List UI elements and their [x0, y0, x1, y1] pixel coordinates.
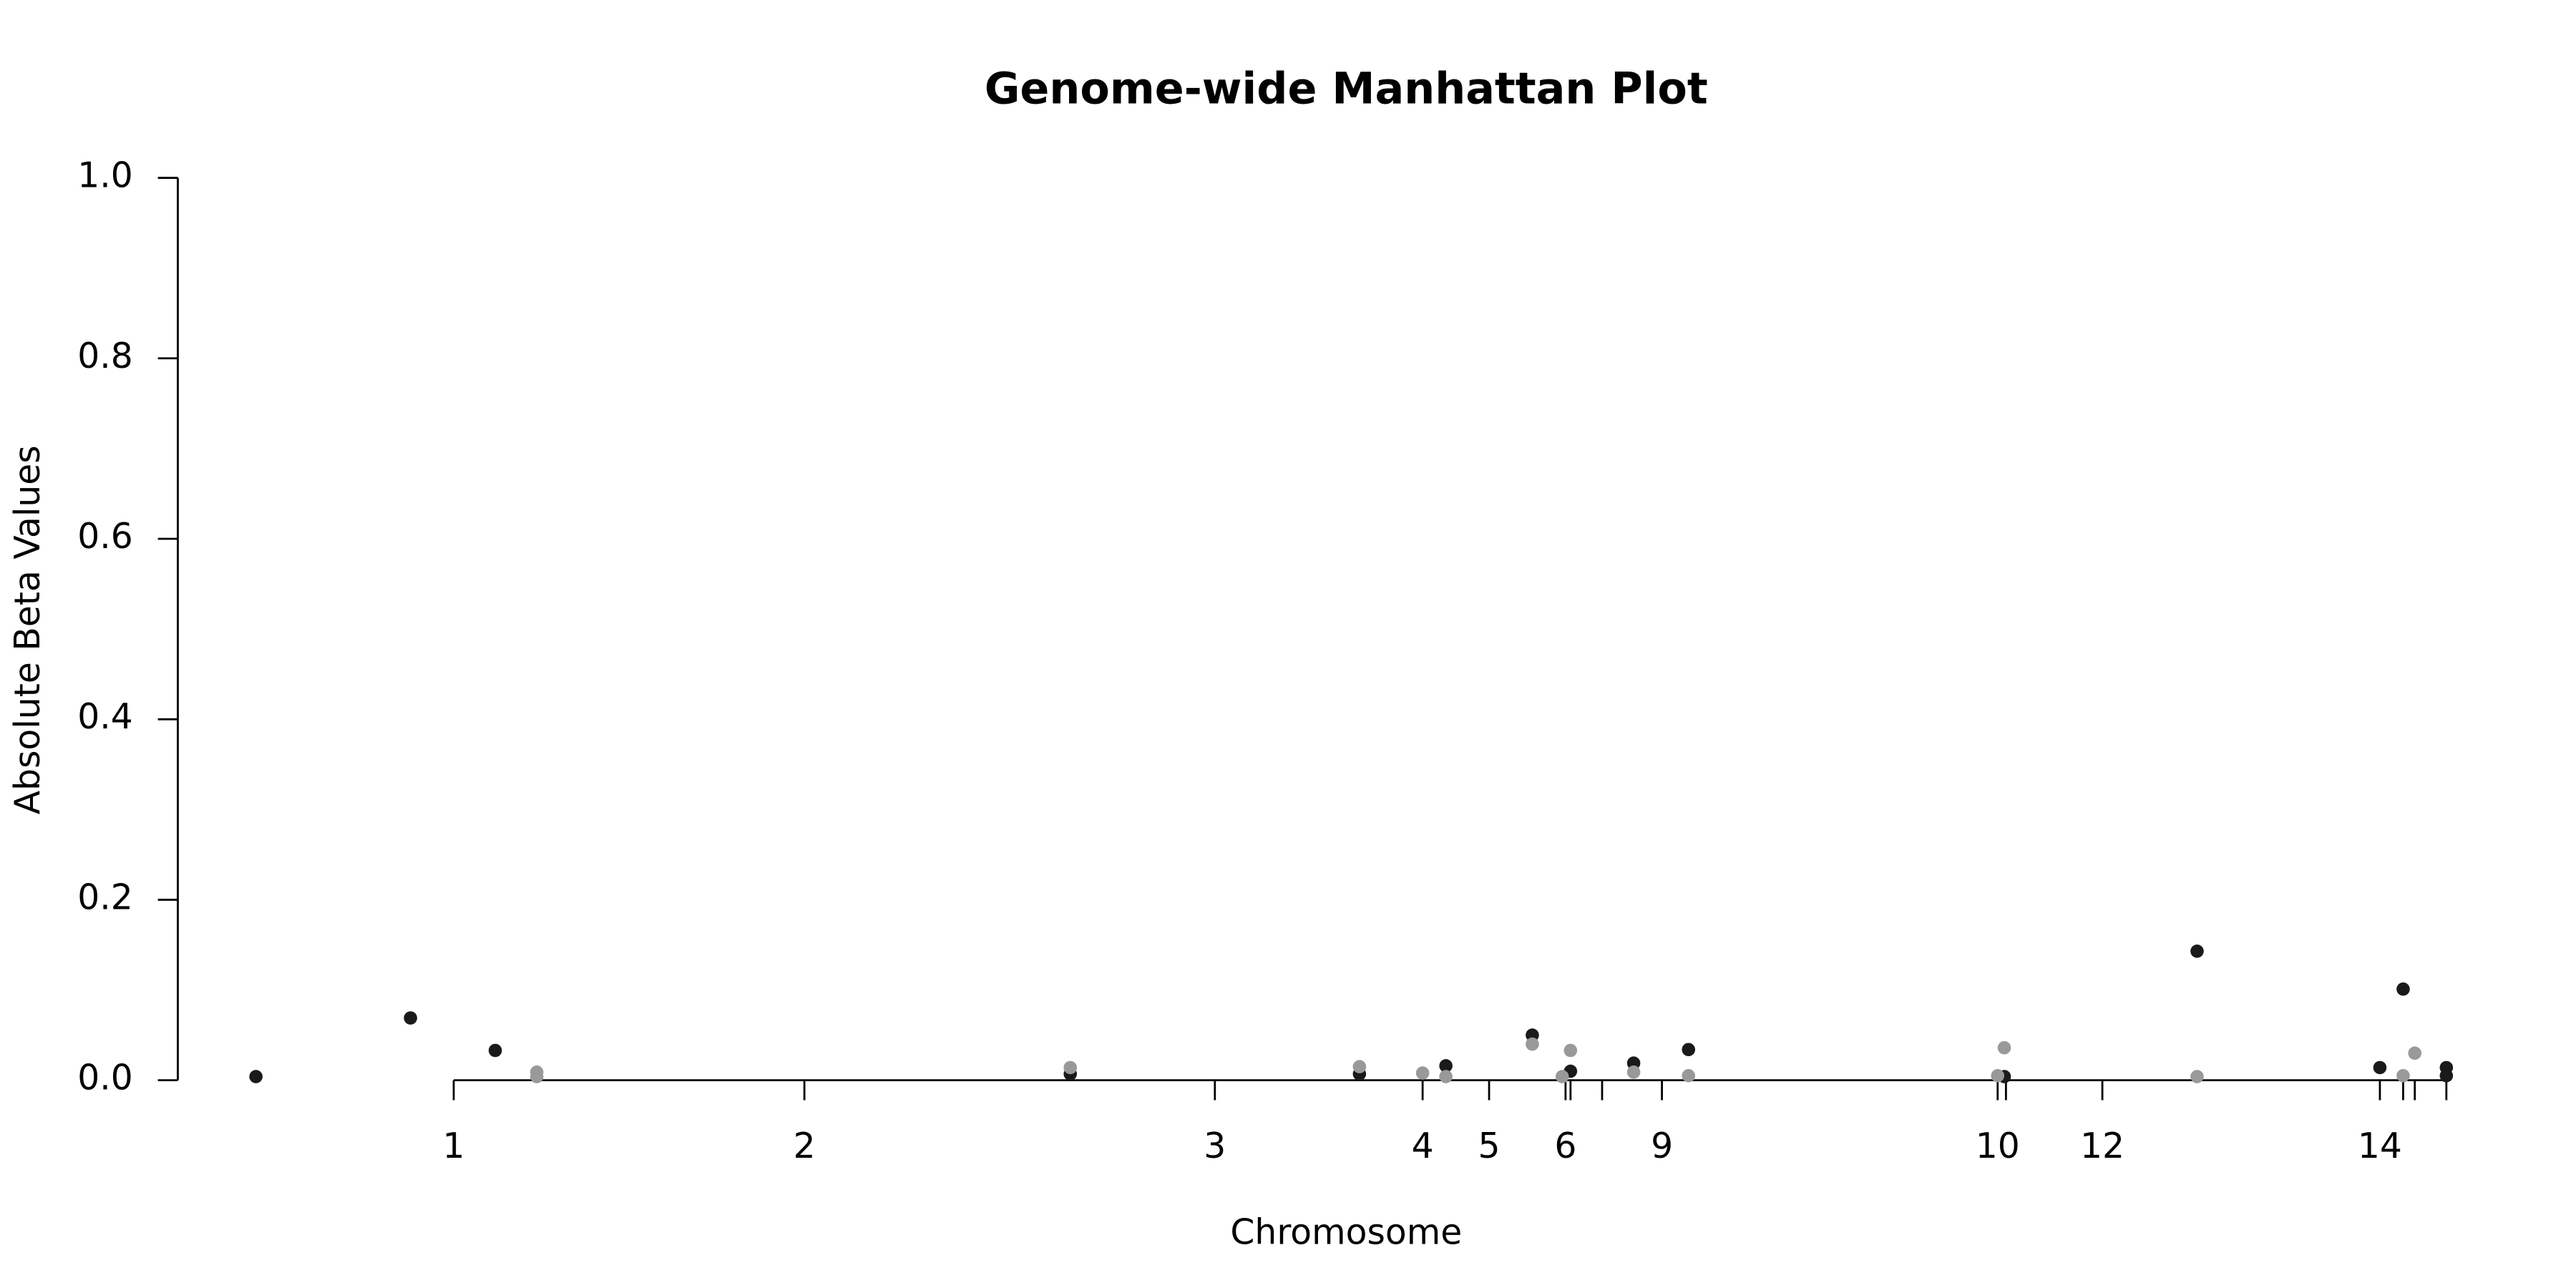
point [2373, 1060, 2387, 1075]
y-axis-label: Absolute Beta Values [7, 445, 48, 814]
x-tick-label: 5 [1478, 1126, 1501, 1166]
y-tick-label: 0.0 [77, 1058, 133, 1098]
x-tick-label: 3 [1204, 1126, 1226, 1166]
point [1991, 1069, 2005, 1083]
point [1682, 1043, 1696, 1057]
y-tick-label: 0.8 [77, 336, 133, 376]
x-tick-label: 14 [2358, 1126, 2402, 1166]
point [1555, 1070, 1569, 1083]
point [2408, 1046, 2421, 1060]
x-tick-label: 6 [1554, 1126, 1576, 1166]
point [2190, 1070, 2204, 1083]
y-tick-label: 0.2 [77, 877, 133, 917]
y-tick-label: 1.0 [77, 155, 133, 196]
point [1626, 1065, 1641, 1079]
point [1415, 1066, 1430, 1080]
x-tick-label: 4 [1412, 1126, 1434, 1166]
point [2396, 1069, 2410, 1083]
point [1997, 1040, 2011, 1055]
chart-title: Genome-wide Manhattan Plot [985, 64, 1708, 114]
point [2439, 1069, 2454, 1083]
point [2190, 945, 2204, 958]
x-tick-label: 12 [2080, 1126, 2124, 1166]
x-tick-label: 1 [443, 1126, 465, 1166]
point [404, 1011, 417, 1025]
point [2396, 982, 2410, 996]
point [1439, 1070, 1453, 1083]
point [530, 1070, 544, 1083]
point [1063, 1060, 1078, 1075]
y-tick-label: 0.6 [77, 516, 133, 557]
point [1682, 1069, 1696, 1083]
x-tick-label: 10 [1976, 1126, 2020, 1166]
x-axis-label: Chromosome [1230, 1212, 1462, 1253]
x-tick-label: 2 [794, 1126, 816, 1166]
point [1439, 1059, 1453, 1073]
x-tick-label: 9 [1651, 1126, 1673, 1166]
point [249, 1070, 263, 1083]
point [1563, 1043, 1578, 1058]
point [1526, 1037, 1539, 1051]
point [1352, 1060, 1367, 1074]
point [488, 1043, 502, 1058]
y-tick-label: 0.4 [77, 696, 133, 737]
